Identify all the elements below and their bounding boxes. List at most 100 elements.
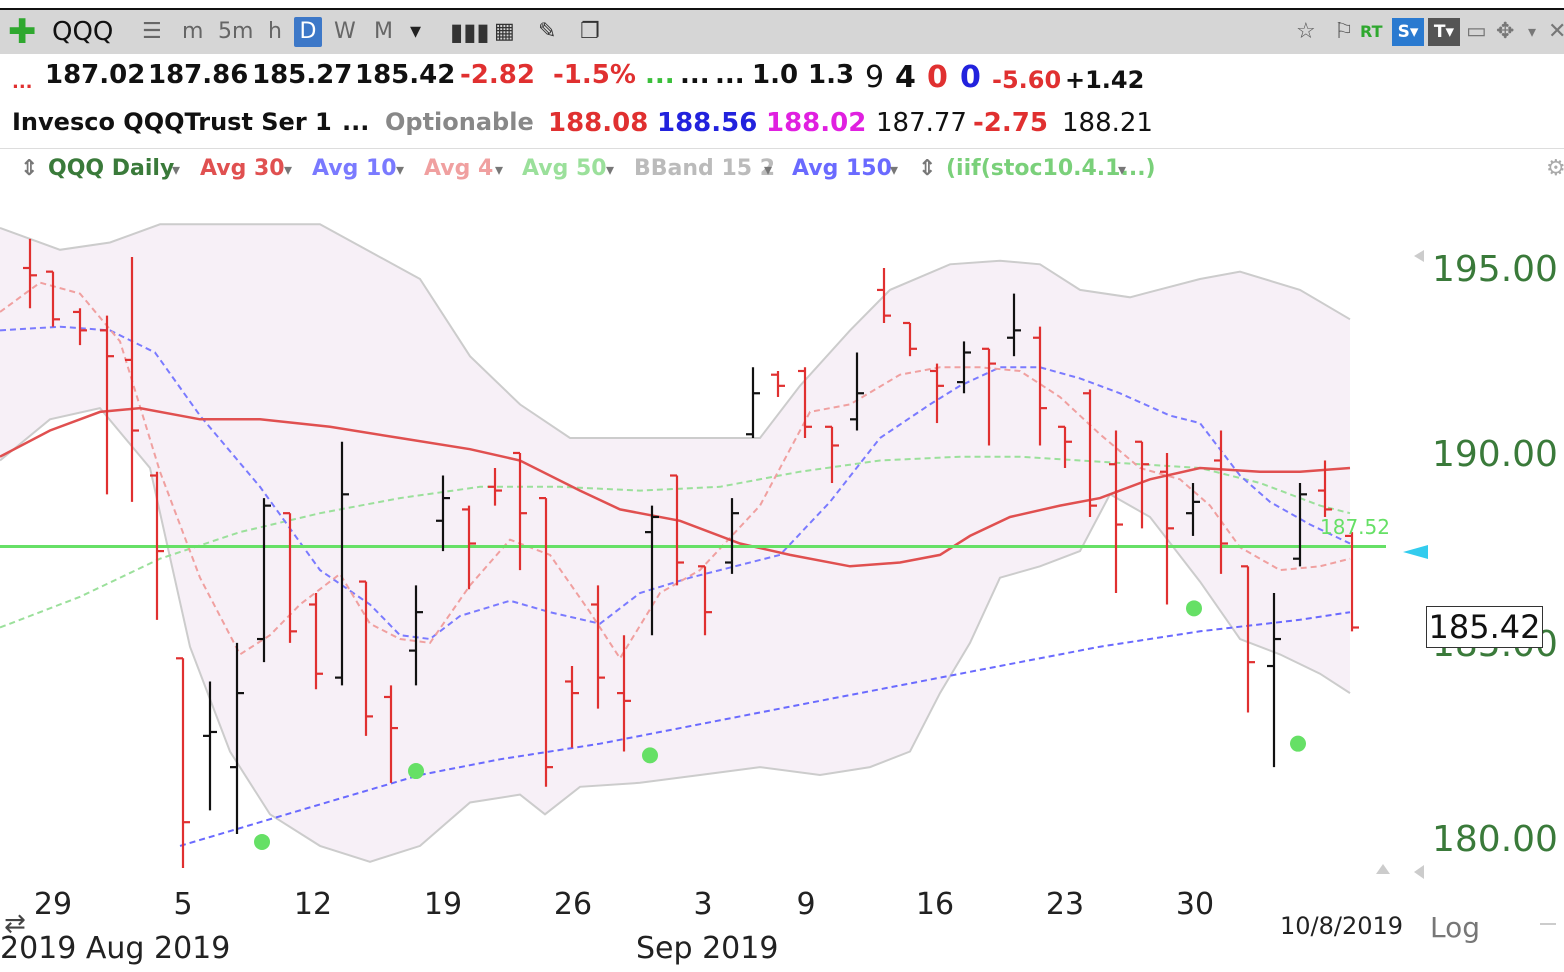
info-p6: 188.21 [1062,108,1153,138]
quote-dots: ... [12,72,33,93]
legend-custom-dropdown-icon[interactable]: ▾ [1118,160,1127,179]
interval-w[interactable]: W [334,19,356,44]
ohlc-bar [877,268,891,323]
ohlc-bar [746,367,760,439]
legend-avg30[interactable]: Avg 30 [200,156,285,181]
ohlc-bar [176,657,190,868]
settings-icon[interactable]: ⚙ [1546,156,1564,181]
ohlc-bar [1160,452,1174,605]
month-label-aug: 2019 Aug 2019 [0,931,230,966]
ohlc-bar [903,321,917,357]
add-icon[interactable]: ✚ [8,12,37,52]
y-tick-label: 195.00 [1432,249,1558,290]
list-icon[interactable]: ☰ [142,19,162,44]
t-badge[interactable]: T▾ [1428,18,1460,46]
window-icon[interactable]: ▭ [1466,19,1487,44]
legend-avg150[interactable]: Avg 150 [792,156,892,181]
ohlc-bars [23,238,1359,868]
legend-custom[interactable]: (iif(stoc10.4.1...) [946,156,1156,181]
x-tick-label: 26 [554,887,592,922]
y-tick-label: 180.00 [1432,819,1558,860]
ohlc-bar [645,505,659,636]
x-tick-label: 5 [173,887,192,922]
ohlc-bar [230,642,244,835]
scroll-left-top-icon[interactable] [1414,250,1424,262]
scroll-left-icon[interactable] [1414,865,1424,879]
ohlc-bar [1033,326,1047,446]
legend-avg4-dropdown-icon[interactable]: ▾ [495,160,504,179]
ohlc-bar [283,512,297,643]
legend-series-name[interactable]: QQQ Daily [48,156,175,181]
scroll-up-icon[interactable] [1376,864,1390,874]
move-icon[interactable]: ✥ [1496,19,1515,44]
quote-dots-green: ... [645,60,675,90]
rt-label[interactable]: RT [1360,22,1383,41]
ohlc-bar [930,363,944,424]
sort-icon[interactable]: ⇕ [20,156,39,181]
quote-dots-b1: ... [680,60,710,90]
ohlc-bar [1345,532,1359,632]
bar-chart-icon[interactable]: ▮▮▮ [450,18,490,46]
legend-avg50[interactable]: Avg 50 [522,156,607,181]
hline-marker-icon[interactable] [1403,545,1428,559]
x-tick-label: 3 [693,887,712,922]
legend-series-dropdown-icon[interactable]: ▾ [172,160,181,179]
ohlc-bar [1109,430,1123,594]
dropdown-icon[interactable]: ▾ [410,19,422,44]
interval-h[interactable]: h [268,19,282,44]
symbol-label[interactable]: QQQ [52,17,114,47]
ohlc-bar [1318,460,1332,517]
avg50-line [0,455,1351,629]
pencil-icon[interactable]: ✎ [538,19,557,44]
quote-v7: -5.60 [992,66,1062,94]
info-p2: 188.56 [657,108,758,138]
grid-add-icon[interactable]: ▦ [494,19,515,44]
avg30-line [0,406,1351,568]
x-tick-label: 19 [424,887,462,922]
ohlc-bar [384,685,398,783]
interval-d[interactable]: D [294,17,322,47]
legend-avg10-dropdown-icon[interactable]: ▾ [396,160,405,179]
ohlc-bar [462,505,476,590]
quote-v1: 1.0 [752,60,799,90]
quote-dots-b2: ... [715,60,745,90]
legend-avg4[interactable]: Avg 4 [424,156,494,181]
quote-v4: 4 [895,60,916,95]
ohlc-bar [798,367,812,439]
star-icon[interactable]: ☆ [1296,19,1316,44]
header-divider [0,148,1564,149]
s-badge[interactable]: S▾ [1392,18,1424,46]
menu-dropdown-icon[interactable]: ▾ [1528,22,1537,41]
interval-mo[interactable]: M [374,19,393,44]
ohlc-bar [203,681,217,811]
ohlc-bar [698,565,712,636]
info-p1: 188.08 [548,108,649,138]
close-icon[interactable]: ✕ [1548,19,1564,44]
legend-bband[interactable]: BBand 15 2 [634,156,776,181]
log-toggle[interactable]: Log [1430,911,1480,944]
chart-toolbar: ✚ QQQ ☰ m 5m h D W M ▾ ▮▮▮ ▦ ✎ ❐ ☆ ⚐ RT … [0,8,1564,54]
quote-row: ... 187.02 187.86 185.27 185.42 -2.82 -1… [0,60,1564,104]
layers-icon[interactable]: ❐ [580,19,600,44]
x-tick-label: 16 [916,887,954,922]
legend-bband-dropdown-icon[interactable]: ▾ [764,160,773,179]
legend-avg150-dropdown-icon[interactable]: ▾ [890,160,899,179]
legend-avg10[interactable]: Avg 10 [312,156,397,181]
legend-avg50-dropdown-icon[interactable]: ▾ [606,160,615,179]
ohlc-bar [670,474,684,586]
legend-avg30-dropdown-icon[interactable]: ▾ [284,160,293,179]
interval-5m[interactable]: 5m [218,19,254,44]
ohlc-bar [309,593,323,690]
flag-icon[interactable]: ⚐ [1334,19,1354,44]
ohlc-bar [1241,565,1255,713]
x-tick-label: 29 [34,887,72,922]
legend-sort2-icon[interactable]: ⇕ [918,156,937,181]
signal-dot [1290,735,1306,752]
ohlc-bar [73,308,87,346]
refresh-icon[interactable]: ⇄ [4,909,26,939]
x-axis-ticks: 29 5 12 19 26 3 9 16 23 30 [34,887,1214,922]
ohlc-bar [539,496,553,787]
interval-m[interactable]: m [182,19,204,44]
last-price-tag: 185.42 [1426,606,1543,648]
